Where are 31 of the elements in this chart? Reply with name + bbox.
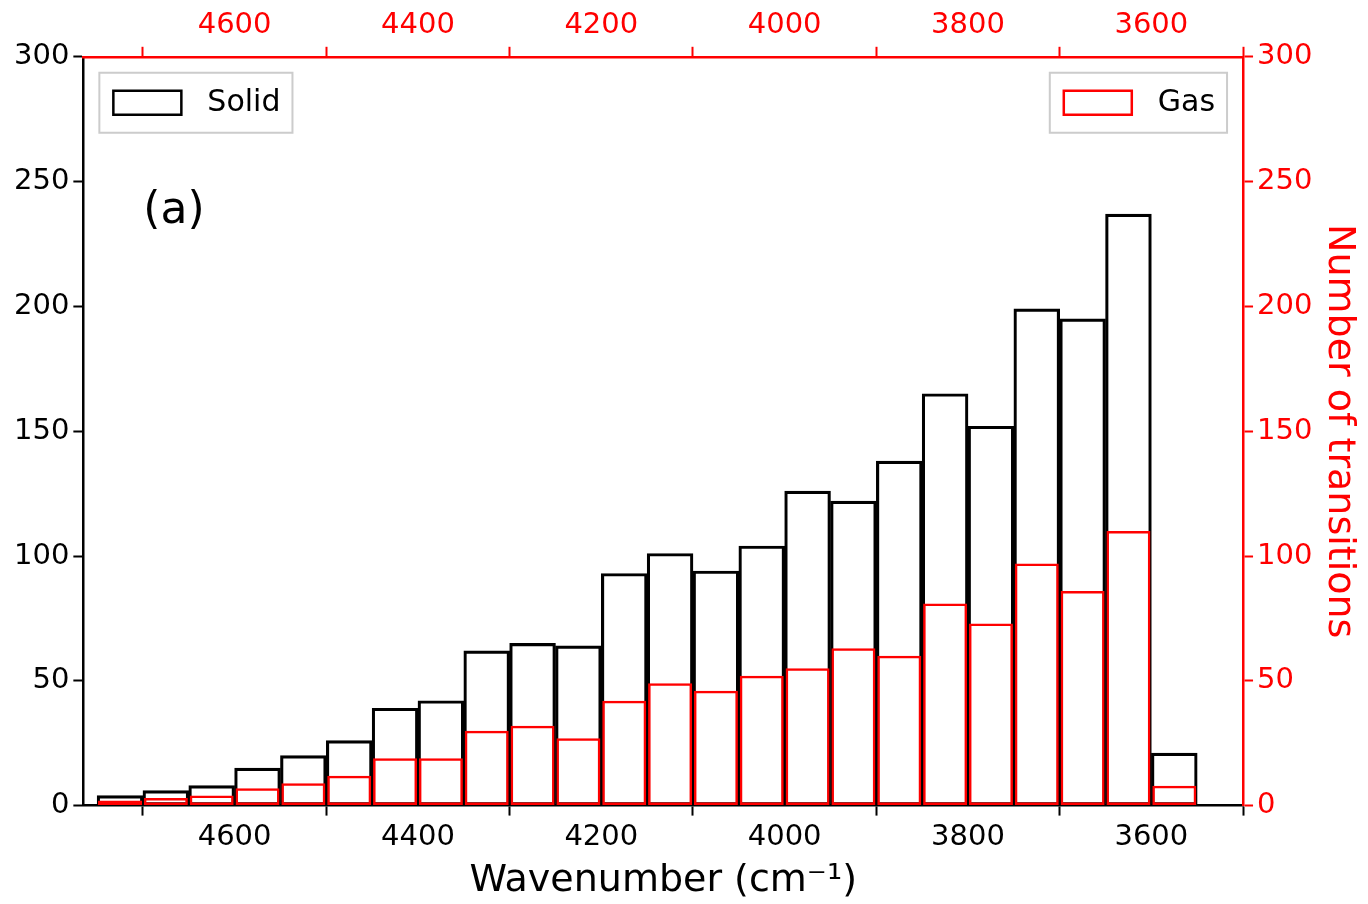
y-tick-label: 200 — [13, 286, 70, 321]
annotation: (a) — [143, 182, 205, 234]
x2-tick-label: 3600 — [1114, 5, 1189, 40]
y-tick-label: 150 — [13, 411, 70, 446]
y2-tick-label: 200 — [1257, 286, 1313, 321]
y-tick-label: 100 — [13, 536, 70, 571]
y2-tick-label: 150 — [1257, 411, 1313, 446]
x2-tick-label: 4400 — [381, 5, 455, 40]
x-tick-label: 3600 — [1114, 817, 1189, 852]
y2-tick-label: 0 — [1257, 786, 1276, 821]
y-tick-label: 300 — [13, 37, 70, 72]
y-tick-label: 0 — [50, 786, 70, 821]
x-tick-label: 3800 — [931, 817, 1005, 852]
x2-tick-label: 4200 — [564, 5, 639, 40]
y2-tick-label: 250 — [1257, 162, 1313, 197]
x2-tick-label: 3800 — [931, 5, 1005, 40]
y2-axis-title: Number of transitions — [1320, 224, 1365, 639]
legend-label: Solid — [207, 82, 281, 118]
y2-tick-label: 50 — [1257, 661, 1294, 696]
x-tick-label: 4200 — [564, 817, 639, 852]
x-tick-label: 4600 — [197, 817, 272, 852]
y-tick-label: 50 — [32, 661, 70, 696]
y-tick-label: 250 — [13, 162, 70, 197]
legend-label: Gas — [1157, 82, 1216, 118]
y2-tick-label: 300 — [1257, 37, 1313, 72]
x-axis-title: Wavenumber (cm⁻¹) — [469, 856, 857, 901]
x2-tick-label: 4600 — [197, 5, 272, 40]
x2-tick-label: 4000 — [747, 5, 822, 40]
x-tick-label: 4000 — [747, 817, 822, 852]
x-tick-label: 4400 — [381, 817, 455, 852]
y2-tick-label: 100 — [1257, 536, 1313, 571]
